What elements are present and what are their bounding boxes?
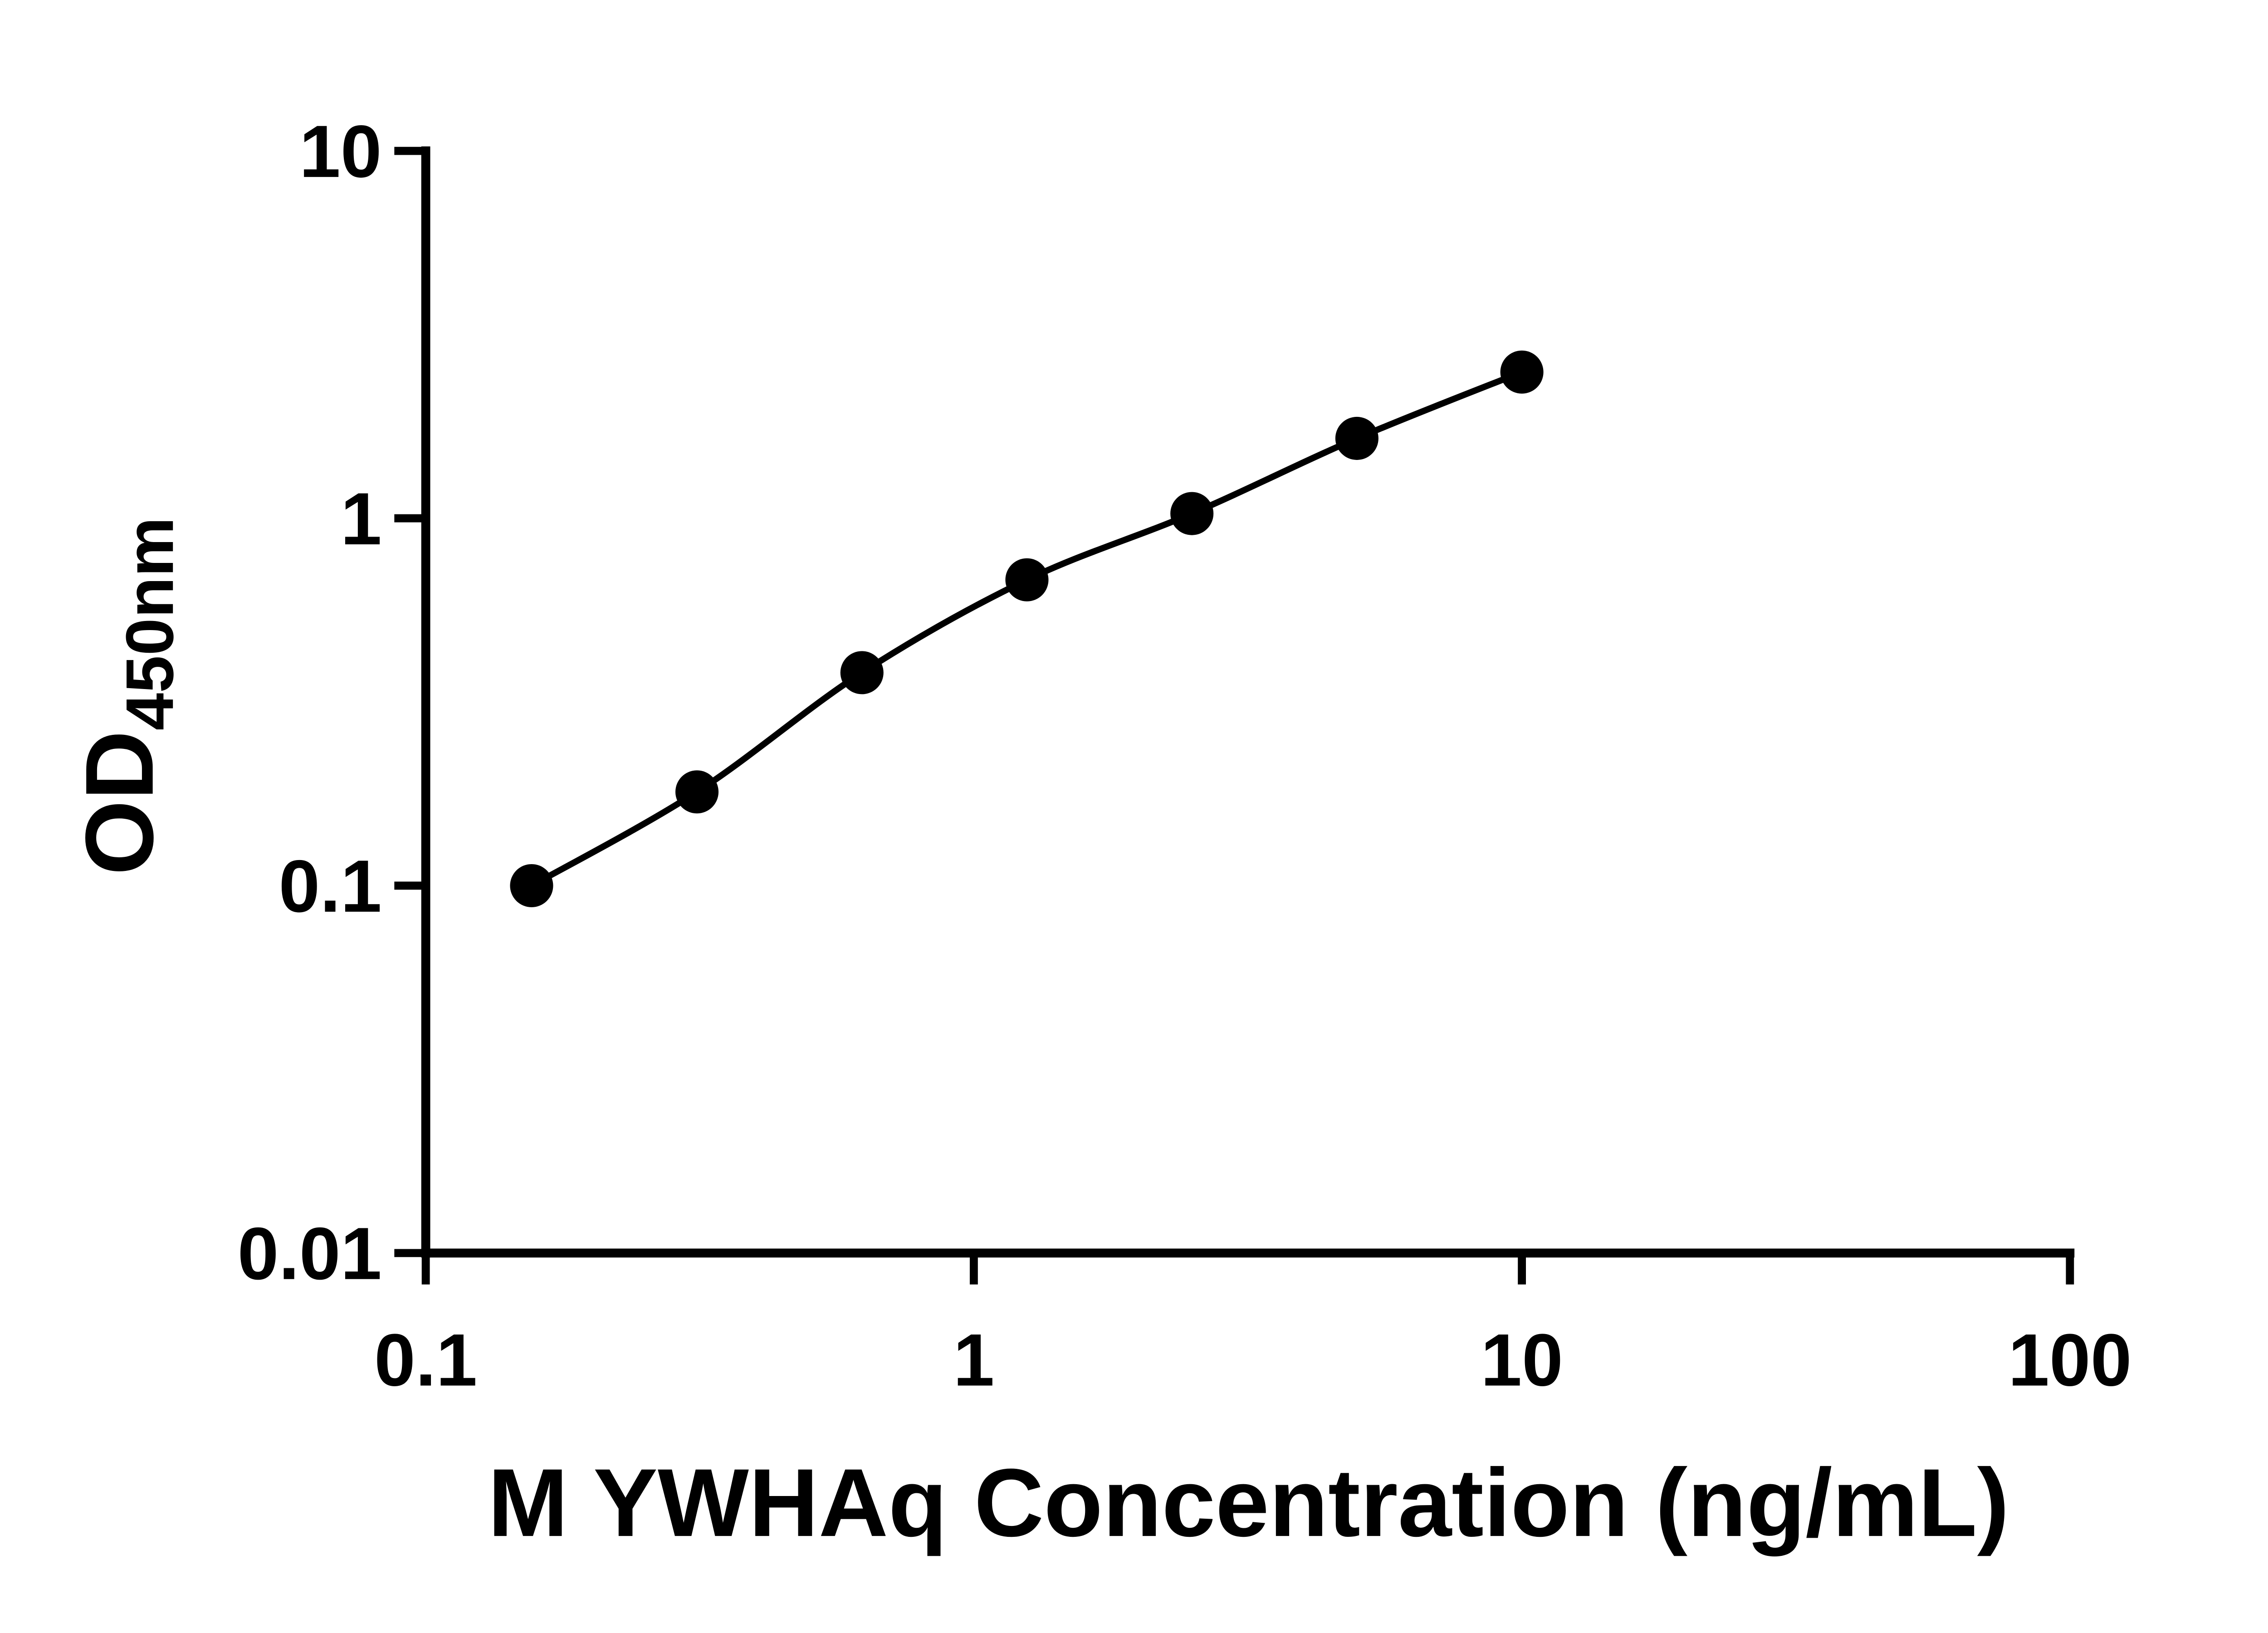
x-tick-label: 0.1 [374, 1318, 477, 1401]
y-axis-title: OD450nm [66, 517, 188, 875]
y-axis-title-main: OD [66, 730, 174, 875]
data-point [675, 770, 719, 814]
data-point [510, 864, 553, 907]
data-point [1500, 350, 1544, 394]
x-tick-label: 10 [1481, 1318, 1563, 1401]
data-point [1335, 416, 1378, 460]
data-point [1170, 492, 1214, 535]
y-tick-label: 1 [341, 477, 382, 560]
x-tick-label: 1 [953, 1318, 994, 1401]
y-axis-title-subscript: 450nm [112, 517, 187, 731]
y-tick-label: 0.01 [238, 1212, 382, 1295]
plot-area: 0.1 1 10 100 0.01 0.1 1 10 [238, 110, 2132, 1401]
data-point [1005, 558, 1049, 601]
x-axis-title: M YWHAq Concentration (ng/mL) [488, 1449, 2009, 1557]
y-tick-label: 10 [299, 110, 382, 193]
x-tick-label: 100 [2008, 1318, 2132, 1401]
y-tick-label: 0.1 [279, 845, 381, 928]
data-point [840, 651, 884, 694]
